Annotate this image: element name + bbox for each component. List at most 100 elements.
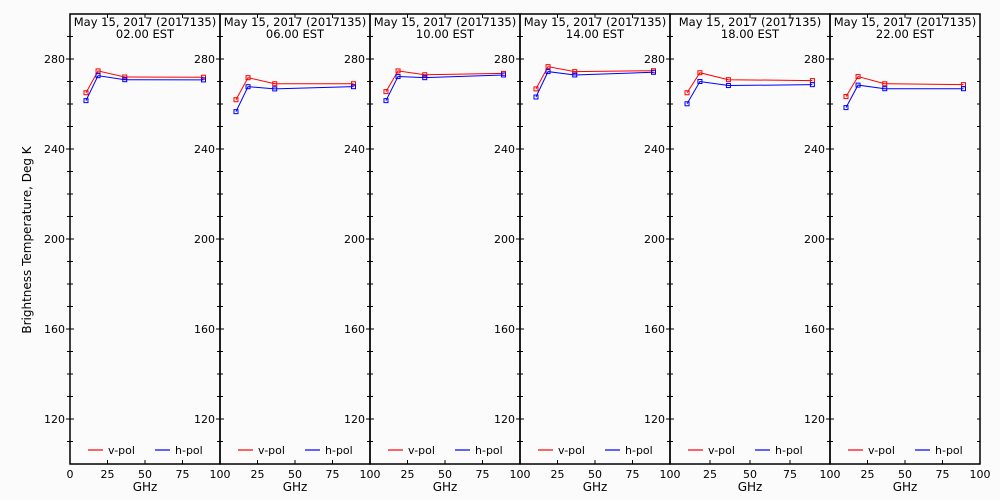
y-tick-label: 240 — [194, 143, 215, 156]
v-pol-point — [843, 94, 849, 100]
y-tick-label: 120 — [804, 413, 825, 426]
legend-label: v-pol — [108, 444, 135, 457]
y-tick-label: 280 — [494, 53, 515, 66]
legend-label: v-pol — [558, 444, 585, 457]
y-tick-label: 160 — [644, 323, 665, 336]
x-axis-label: GHz — [893, 480, 918, 494]
h-pol-point — [395, 74, 401, 80]
v-pol-line — [85, 70, 204, 93]
y-tick-label: 160 — [44, 323, 65, 336]
y-tick-label: 280 — [344, 53, 365, 66]
h-pol-point — [501, 72, 506, 78]
h-pol-point — [545, 69, 551, 75]
v-pol-point — [882, 81, 888, 87]
v-pol-point — [697, 70, 703, 76]
v-pol-point — [395, 68, 401, 74]
x-axis-label: GHz — [583, 480, 608, 494]
y-tick-label: 240 — [644, 143, 665, 156]
x-tick-label: 75 — [783, 468, 797, 481]
y-tick-label: 280 — [804, 53, 825, 66]
panel-subtitle: 22.00 EST — [876, 27, 935, 41]
h-pol-line — [845, 84, 964, 108]
x-axis-label: GHz — [433, 480, 458, 494]
legend-label: h-pol — [625, 444, 653, 457]
panel-subtitle: 14.00 EST — [566, 27, 625, 41]
v-pol-line — [535, 66, 654, 90]
h-pol-point — [809, 82, 815, 88]
h-pol-point — [725, 83, 731, 89]
panel-6: 120 160 200 240 280 25 50 75 100 GHz May 15, 2017 … — [804, 13, 991, 494]
y-tick-label: 120 — [494, 413, 515, 426]
h-pol-point — [697, 79, 703, 84]
x-tick-label: 50 — [138, 468, 152, 481]
x-tick-label: 75 — [936, 468, 950, 481]
v-pol-point — [725, 77, 731, 83]
x-tick-label: 100 — [820, 468, 841, 481]
h-pol-line — [85, 75, 204, 101]
x-tick-label: 25 — [401, 468, 415, 481]
y-tick-label: 160 — [194, 323, 215, 336]
v-pol-point — [201, 74, 206, 80]
panel-title: May 15, 2017 (2017135) — [679, 15, 822, 29]
v-pol-point — [684, 90, 690, 96]
h-pol-point — [533, 94, 539, 100]
h-pol-point — [572, 72, 578, 78]
v-pol-line — [235, 77, 354, 100]
legend-label: h-pol — [175, 444, 203, 457]
y-tick-label: 200 — [644, 233, 665, 246]
x-tick-label: 100 — [360, 468, 381, 481]
h-pol-point — [651, 69, 656, 75]
legend-label: v-pol — [708, 444, 735, 457]
v-pol-line — [385, 70, 504, 92]
x-axis-label: GHz — [738, 480, 763, 494]
y-tick-label: 200 — [804, 233, 825, 246]
y-tick-label: 200 — [194, 233, 215, 246]
h-pol-point — [855, 82, 861, 88]
v-pol-point — [383, 89, 389, 95]
y-tick-label: 280 — [44, 53, 65, 66]
x-tick-label: 50 — [588, 468, 602, 481]
h-pol-line — [535, 71, 654, 98]
v-pol-point — [233, 97, 239, 103]
x-tick-label: 100 — [660, 468, 681, 481]
v-pol-point — [572, 69, 578, 75]
x-tick-label: 25 — [101, 468, 115, 481]
y-tick-label: 240 — [44, 143, 65, 156]
panel-subtitle: 02.00 EST — [116, 27, 175, 41]
h-pol-line — [235, 86, 354, 112]
h-pol-point — [351, 84, 356, 90]
x-tick-label: 25 — [551, 468, 565, 481]
v-pol-point — [245, 75, 251, 81]
legend-label: h-pol — [775, 444, 803, 457]
x-tick-label: 50 — [288, 468, 302, 481]
x-tick-label: 100 — [510, 468, 531, 481]
panel-title: May 15, 2017 (2017135) — [374, 15, 517, 29]
y-tick-label: 120 — [344, 413, 365, 426]
y-tick-label: 280 — [194, 53, 215, 66]
h-pol-point — [201, 77, 206, 83]
x-tick-label: 25 — [251, 468, 265, 481]
h-pol-point — [684, 101, 690, 107]
y-tick-label: 240 — [804, 143, 825, 156]
h-pol-point — [83, 98, 89, 104]
panel-subtitle: 06.00 EST — [266, 27, 325, 41]
v-pol-point — [533, 86, 539, 92]
y-tick-label: 200 — [494, 233, 515, 246]
h-pol-point — [122, 77, 128, 83]
y-tick-label: 160 — [494, 323, 515, 336]
h-pol-point — [422, 75, 428, 81]
v-pol-point — [351, 81, 356, 87]
x-axis-label: GHz — [283, 480, 308, 494]
h-pol-point — [245, 84, 251, 90]
y-tick-label: 160 — [804, 323, 825, 336]
x-tick-label: 100 — [970, 468, 991, 481]
x-tick-label: 0 — [67, 468, 74, 481]
x-tick-label: 75 — [626, 468, 640, 481]
x-axis-label: GHz — [133, 480, 158, 494]
x-tick-label: 75 — [326, 468, 340, 481]
y-tick-label: 240 — [494, 143, 515, 156]
legend-label: v-pol — [408, 444, 435, 457]
panel-5: 120 160 200 240 280 25 50 75 100 GHz May 15, 2017 … — [644, 13, 841, 494]
x-tick-label: 75 — [176, 468, 190, 481]
